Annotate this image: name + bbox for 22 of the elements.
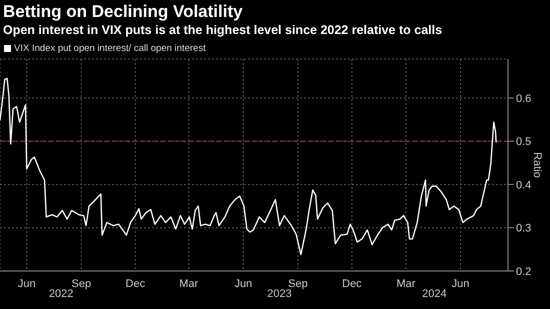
- y-tick-label: 0.2: [516, 266, 532, 278]
- x-tick-label: Dec: [126, 278, 146, 290]
- x2-tick-label: 2023: [267, 288, 292, 300]
- line-series: [0, 78, 497, 256]
- x-tick-label: Jun: [234, 278, 252, 290]
- y-tick-label: 0.6: [516, 92, 532, 105]
- x-tick-label: Jun: [452, 278, 470, 290]
- x-tick-label: Mar: [179, 278, 199, 290]
- x-tick-label: Sep: [288, 278, 308, 290]
- x-tick-label: Jun: [18, 278, 36, 290]
- y-axis-title: Ratio: [531, 152, 544, 178]
- x-tick-label: Mar: [396, 278, 416, 290]
- legend-label: VIX Index put open interest/ call open interest: [14, 42, 206, 54]
- x2-tick-label: 2024: [422, 288, 447, 300]
- y-tick-label: 0.4: [516, 179, 532, 192]
- y-tick-label: 0.3: [516, 222, 532, 235]
- x-tick-label: Sep: [72, 278, 92, 290]
- chart-subtitle: Open interest in VIX puts is at the highest level since 2022 relative to calls: [2, 22, 444, 39]
- x-tick-label: Dec: [342, 278, 362, 290]
- x2-tick-label: 2022: [48, 288, 74, 300]
- chart-title: Betting on Declining Volatility: [2, 1, 244, 22]
- y-tick-label: 0.5: [516, 136, 532, 148]
